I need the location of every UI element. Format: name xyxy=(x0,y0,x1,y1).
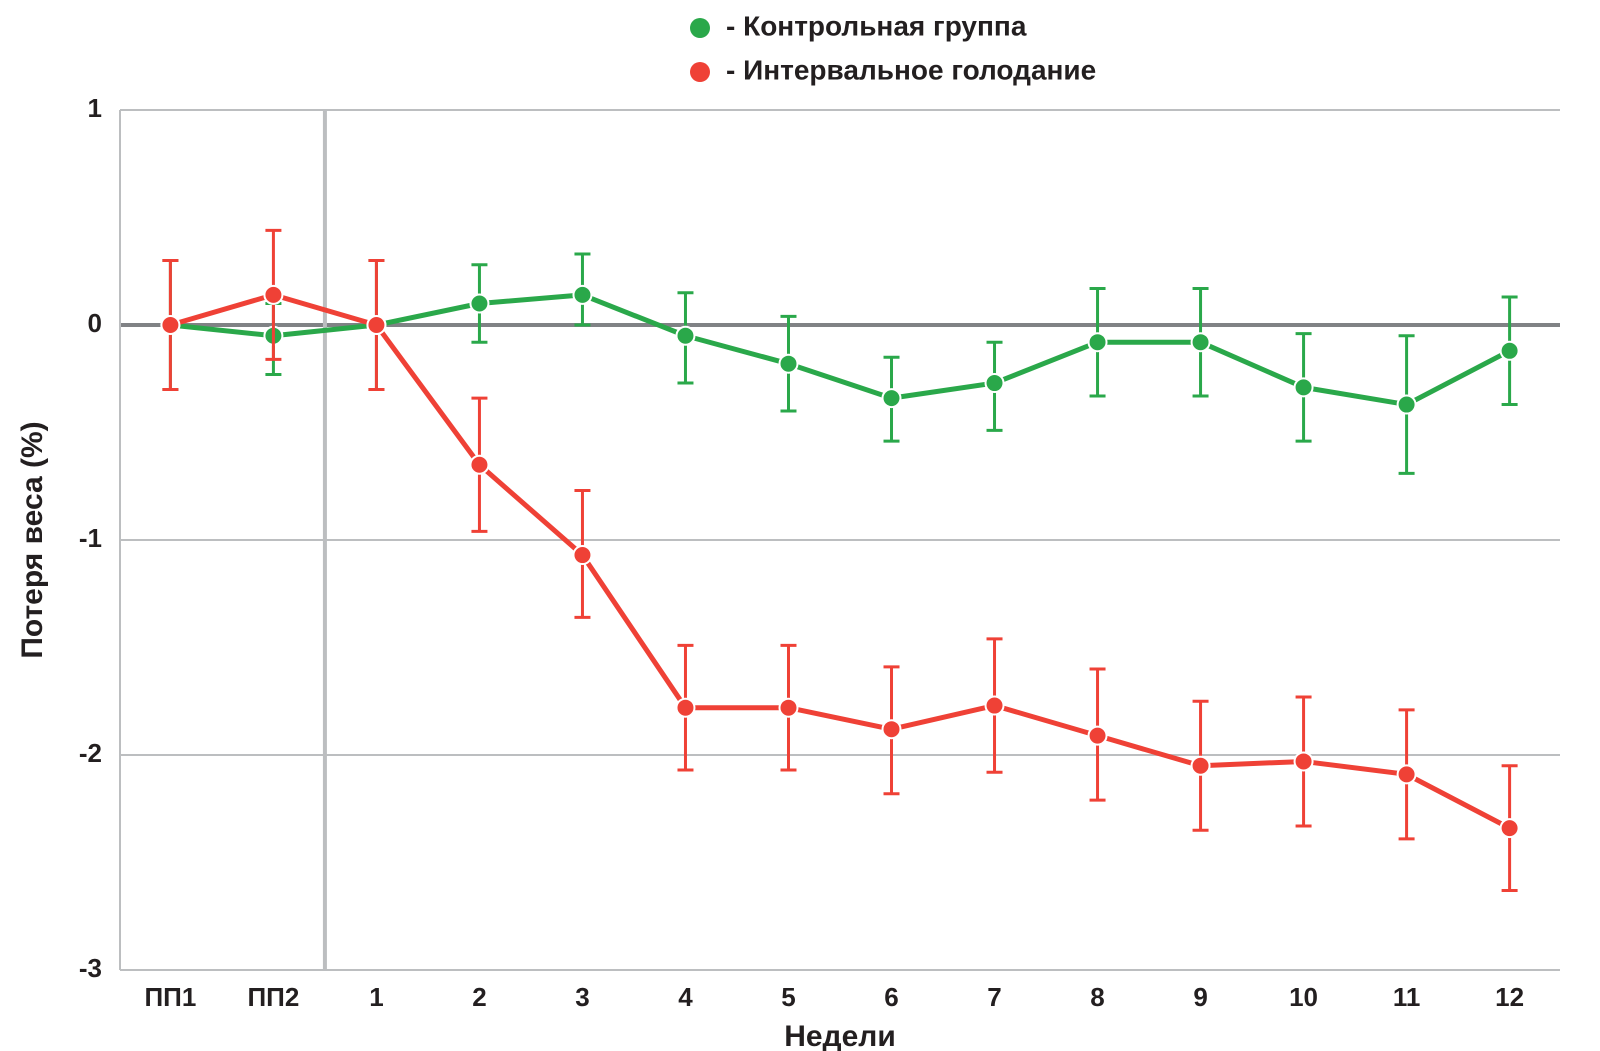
x-tick-label: 10 xyxy=(1289,982,1318,1012)
legend-label: - Контрольная группа xyxy=(726,10,1027,41)
x-tick-label: ПП2 xyxy=(247,982,299,1012)
data-point xyxy=(1192,333,1210,351)
data-point xyxy=(883,389,901,407)
legend-marker xyxy=(690,62,710,82)
y-axis-label: Потеря веса (%) xyxy=(16,421,49,658)
data-point xyxy=(1089,333,1107,351)
x-tick-label: 4 xyxy=(678,982,693,1012)
data-point xyxy=(1295,378,1313,396)
weight-loss-chart: -3-2-101ПП1ПП2123456789101112НеделиПотер… xyxy=(0,0,1600,1051)
y-tick-label: 0 xyxy=(88,308,102,338)
data-point xyxy=(779,699,797,717)
x-tick-label: 1 xyxy=(369,982,383,1012)
y-tick-label: 1 xyxy=(88,93,102,123)
x-tick-label: 11 xyxy=(1393,982,1421,1012)
data-point xyxy=(1398,396,1416,414)
data-point xyxy=(1501,819,1519,837)
data-point xyxy=(676,327,694,345)
data-point xyxy=(1398,765,1416,783)
data-point xyxy=(779,355,797,373)
data-point xyxy=(986,697,1004,715)
x-tick-label: 3 xyxy=(575,982,589,1012)
y-tick-label: -2 xyxy=(79,738,102,768)
x-tick-label: ПП1 xyxy=(144,982,196,1012)
data-point xyxy=(470,295,488,313)
data-point xyxy=(986,374,1004,392)
data-point xyxy=(161,316,179,334)
data-point xyxy=(470,456,488,474)
legend-marker xyxy=(690,18,710,38)
data-point xyxy=(1089,727,1107,745)
x-tick-label: 5 xyxy=(781,982,795,1012)
x-tick-label: 2 xyxy=(472,982,486,1012)
data-point xyxy=(573,286,591,304)
data-point xyxy=(676,699,694,717)
x-tick-label: 12 xyxy=(1495,982,1524,1012)
data-point xyxy=(883,720,901,738)
x-tick-label: 9 xyxy=(1193,982,1207,1012)
x-tick-label: 7 xyxy=(987,982,1001,1012)
x-tick-label: 6 xyxy=(884,982,898,1012)
data-point xyxy=(264,286,282,304)
data-point xyxy=(1501,342,1519,360)
y-tick-label: -1 xyxy=(79,523,102,553)
data-point xyxy=(1295,752,1313,770)
x-tick-label: 8 xyxy=(1090,982,1104,1012)
y-tick-label: -3 xyxy=(79,953,102,983)
x-axis-label: Недели xyxy=(784,1020,896,1051)
data-point xyxy=(573,546,591,564)
legend-label: - Интервальное голодание xyxy=(726,54,1096,85)
data-point xyxy=(1192,757,1210,775)
chart-svg: -3-2-101ПП1ПП2123456789101112НеделиПотер… xyxy=(0,0,1600,1051)
data-point xyxy=(367,316,385,334)
